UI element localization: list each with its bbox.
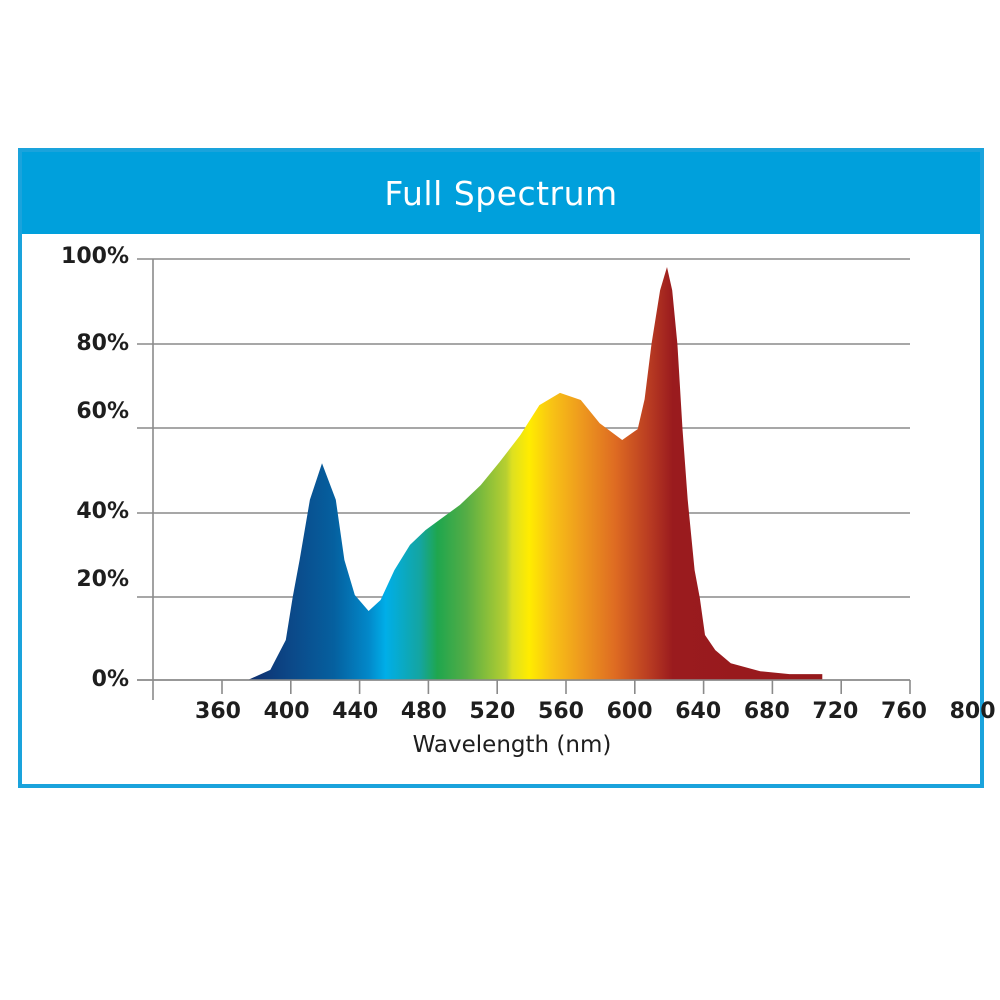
x-tick-label: 400: [264, 699, 310, 724]
axes: [137, 259, 911, 700]
x-tick-label: 600: [607, 699, 653, 724]
spectrum-area: [247, 267, 823, 680]
y-tick-label: 0%: [92, 667, 129, 692]
x-tick-label: 800: [950, 699, 996, 724]
chart-header: Full Spectrum: [22, 152, 980, 234]
y-tick-label: 100%: [61, 244, 129, 269]
x-tick-label: 640: [675, 699, 721, 724]
y-tick-label: 80%: [76, 331, 129, 356]
chart-frame: Full Spectrum: [18, 148, 984, 788]
x-tick-label: 520: [469, 699, 515, 724]
x-axis-title: Wavelength (nm): [413, 732, 612, 758]
y-tick-label: 40%: [76, 499, 129, 524]
x-tick-label: 560: [538, 699, 584, 724]
x-tick-label: 760: [881, 699, 927, 724]
y-tick-label: 20%: [76, 567, 129, 592]
x-tick-label: 440: [332, 699, 378, 724]
x-tick-label: 680: [744, 699, 790, 724]
y-axis-labels: 100% 80% 60% 40% 20% 0%: [61, 244, 129, 692]
x-tick-label: 360: [195, 699, 241, 724]
chart-title: Full Spectrum: [384, 173, 618, 213]
x-tick-label: 480: [401, 699, 447, 724]
x-axis-labels: 360 400 440 480 520 560 600 640 680 720 760 800: [195, 699, 996, 724]
y-tick-label: 60%: [76, 399, 129, 424]
x-tick-label: 720: [812, 699, 858, 724]
